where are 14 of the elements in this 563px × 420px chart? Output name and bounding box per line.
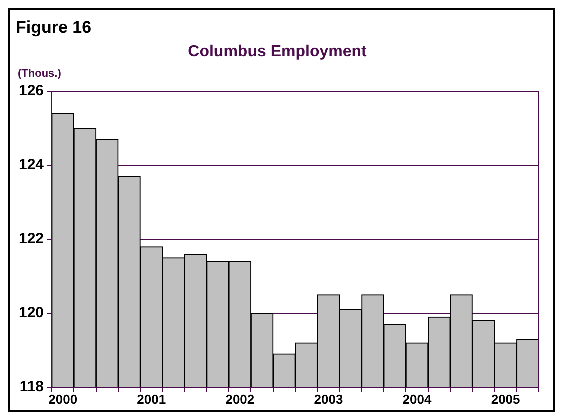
- x-tick-label: 2004: [402, 392, 432, 407]
- y-tick-label: 122: [18, 230, 44, 248]
- chart-subtitle: Columbus Employment: [188, 43, 368, 60]
- x-tick-label: 2005: [491, 392, 520, 407]
- x-tick-label: 2001: [137, 392, 166, 407]
- y-tick-label: 124: [18, 156, 45, 174]
- x-tick-label: 2003: [314, 392, 344, 407]
- y-axis-title: (Thous.): [18, 68, 62, 80]
- y-tick-label: 120: [18, 304, 44, 322]
- y-tick-label: 126: [18, 82, 44, 100]
- chart-title: Figure 16: [16, 18, 92, 37]
- y-tick-label: 118: [20, 378, 44, 396]
- x-tick-label: 2002: [226, 392, 255, 407]
- x-tick-label: 2000: [48, 392, 78, 407]
